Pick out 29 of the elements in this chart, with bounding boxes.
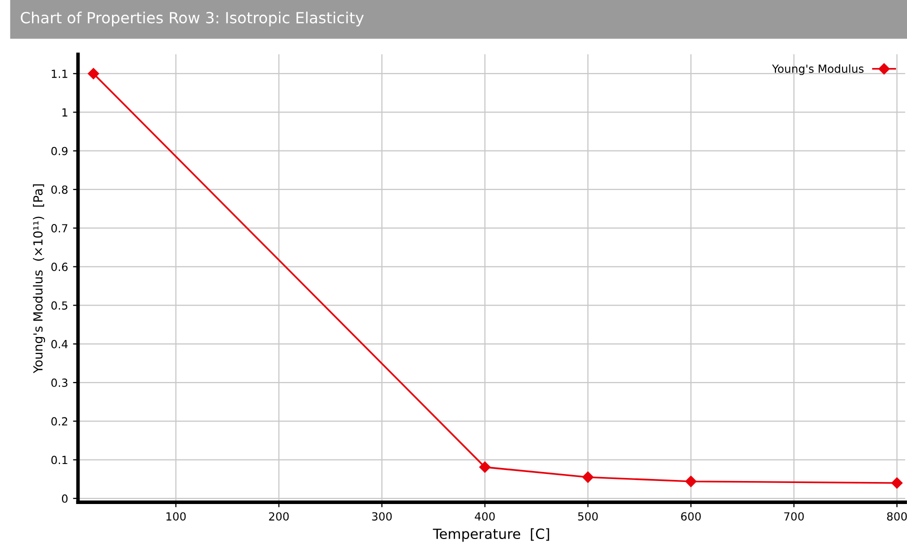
point xyxy=(891,477,903,489)
y-tick-label: 0.4 xyxy=(51,340,68,348)
x-tick-label: 100 xyxy=(166,512,186,521)
x-tick-label: 500 xyxy=(578,512,598,521)
point xyxy=(685,476,697,488)
point xyxy=(479,462,491,473)
x-tick-label: 300 xyxy=(372,512,392,521)
y-tick-label: 0.5 xyxy=(51,301,68,310)
y-axis-title: Young's Modulus (×10¹¹) [Pa] xyxy=(32,184,46,374)
y-tick-label: 0.6 xyxy=(51,262,68,272)
point xyxy=(88,68,100,80)
y-tick-label: 1 xyxy=(62,108,68,116)
y-tick-label: 1.1 xyxy=(52,70,68,78)
y-tick-label: 0.9 xyxy=(51,146,68,156)
y-tick-label: 0.8 xyxy=(51,185,68,194)
y-tick-label: 0.1 xyxy=(51,456,68,464)
legend-label: Young's Modulus xyxy=(772,64,864,76)
y-tick-label: 0 xyxy=(62,494,68,503)
x-tick-label: 400 xyxy=(474,512,495,521)
y-tick-label: 0.3 xyxy=(51,378,68,387)
x-tick-label: 600 xyxy=(681,512,701,521)
x-tick-label: 700 xyxy=(784,512,804,521)
x-tick-label: 200 xyxy=(269,512,289,521)
y-tick-label: 0.2 xyxy=(51,417,68,426)
chart-title: Chart of Properties Row 3: Isotropic Elasticity xyxy=(20,12,364,26)
point xyxy=(582,472,594,483)
y-tick-label: 0.7 xyxy=(51,224,68,232)
x-tick-label: 800 xyxy=(887,512,907,521)
x-axis-title: Temperature [C] xyxy=(432,528,550,542)
